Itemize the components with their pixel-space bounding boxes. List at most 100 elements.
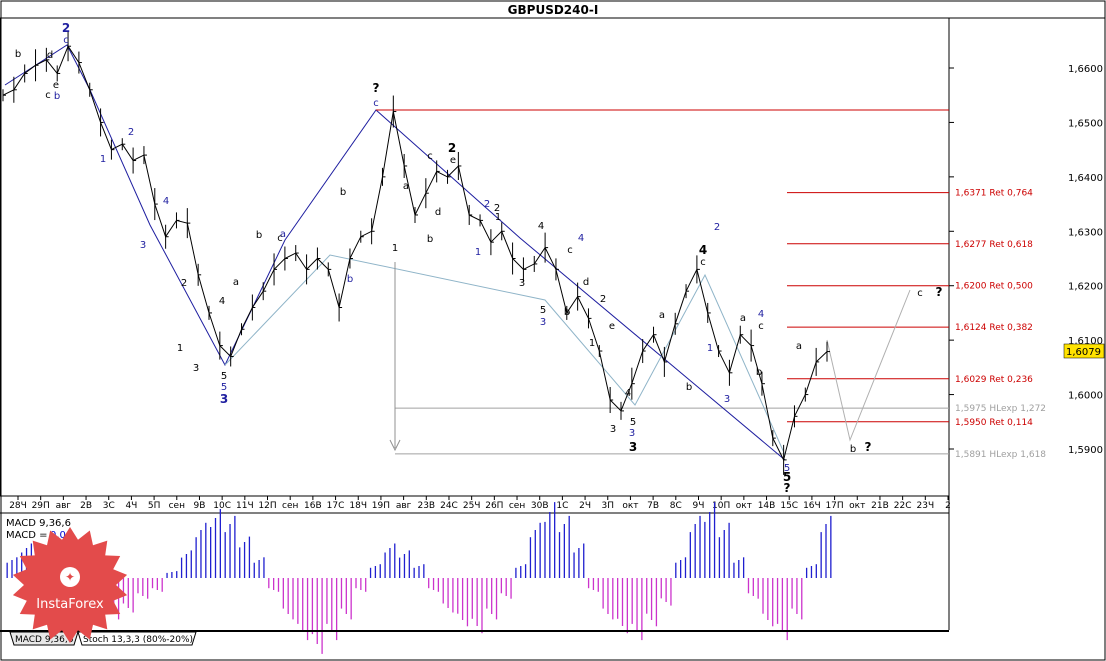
tab-stoch-label: Stoch 13,3,3 (80%-20%) xyxy=(83,635,193,645)
x-tick-label: 7В xyxy=(647,501,659,511)
wave-label: 1 xyxy=(589,338,595,349)
measurement-arrow xyxy=(389,262,401,452)
x-tick-label: 17П xyxy=(825,501,843,511)
wave-label: 3 xyxy=(629,428,635,439)
x-tick-label: сен xyxy=(509,501,525,511)
instaforex-logo: ✦ InstaForex xyxy=(12,527,128,643)
wave-label: 1 xyxy=(100,154,106,165)
x-tick-label: 2Ч xyxy=(579,501,591,511)
x-tick-label: 17С xyxy=(327,501,345,511)
wave-label: c xyxy=(63,35,69,46)
wave-label: 5 xyxy=(221,371,227,382)
macd-label: MACD 9,36,6 xyxy=(6,518,71,529)
current-price-marker xyxy=(1063,343,1105,359)
x-tick-label: авг xyxy=(396,501,412,511)
logo-emblem-glyph: ✦ xyxy=(65,570,75,584)
x-tick-label: 22С xyxy=(894,501,912,511)
x-tick-label: 3С xyxy=(103,501,115,511)
x-tick-label: 21В xyxy=(871,501,889,511)
wave-label: b xyxy=(427,234,433,245)
x-tick-label: 23В xyxy=(417,501,435,511)
wave-label: 2 xyxy=(600,294,606,305)
wave-label: 2 xyxy=(484,199,490,210)
wave-label: b xyxy=(54,91,60,102)
wave-label: e xyxy=(53,80,59,91)
x-tick-label: 16В xyxy=(304,501,322,511)
x-tick-label: 26П xyxy=(485,501,503,511)
y-tick-label: 1,5900 xyxy=(1068,445,1103,456)
tab-bar-border xyxy=(0,630,949,632)
wave-label: c xyxy=(917,288,923,299)
retracement-label: 1,6277 Ret 0,618 xyxy=(955,240,1033,250)
wave-label: b xyxy=(15,49,21,60)
wave-label: c xyxy=(758,321,764,332)
y-tick-label: 1,6600 xyxy=(1068,64,1103,75)
y-axis-ticks: 1,66001,65001,64001,63001,62001,61001,60… xyxy=(949,64,1103,456)
wave-label: a xyxy=(659,310,665,321)
x-tick-label: сен xyxy=(169,501,185,511)
x-tick-label: 19П xyxy=(372,501,390,511)
wave-label: b xyxy=(256,230,262,241)
wave-label: b xyxy=(340,187,346,198)
x-tick-label: окт xyxy=(622,501,638,511)
wave-label: c xyxy=(427,151,433,162)
wave-label: b xyxy=(850,444,856,455)
extension-label: 1,5891 HLexp 1,618 xyxy=(955,450,1046,460)
x-tick-label: 2В xyxy=(80,501,92,511)
wave-label: d xyxy=(435,207,441,218)
wave-label: c xyxy=(700,257,706,268)
wave-label: a xyxy=(280,229,286,240)
x-tick-label: 10П xyxy=(712,501,730,511)
wave-label: a xyxy=(796,341,802,352)
logo-text: InstaForex xyxy=(36,597,104,612)
x-tick-label: сен xyxy=(282,501,298,511)
retracement-label: 1,6029 Ret 0,236 xyxy=(955,375,1033,385)
wave-trendlines-secondary xyxy=(224,254,786,456)
current-price-label: 1,6079 xyxy=(1066,347,1101,358)
wave-label: ? xyxy=(936,285,943,299)
wave-label: 4 xyxy=(699,243,707,257)
wave-label: 2 xyxy=(448,141,456,155)
wave-label: 5 xyxy=(630,417,636,428)
x-tick-label: 24С xyxy=(440,501,458,511)
wave-label: 1 xyxy=(707,343,713,354)
wave-label: 3 xyxy=(220,392,228,406)
tab-macd-label: MACD 9,36,6 xyxy=(15,635,74,645)
x-tick-label: 25Ч xyxy=(463,501,481,511)
x-tick-label: 15С xyxy=(780,501,798,511)
wave-label: b xyxy=(564,307,570,318)
wave-label: 1 xyxy=(495,212,501,223)
tab-stoch[interactable] xyxy=(77,631,197,646)
x-tick-label: 30В xyxy=(531,501,549,511)
wave-label: 2 xyxy=(128,127,134,138)
x-tick-label: авг xyxy=(56,501,72,511)
macd-value: 0,00 xyxy=(50,530,72,541)
wave-label: e xyxy=(450,155,456,166)
wave-label: 3 xyxy=(519,278,525,289)
retracement-label: 1,6371 Ret 0,764 xyxy=(955,189,1033,199)
wave-label: 3 xyxy=(610,424,616,435)
wave-label: a xyxy=(740,313,746,324)
wave-label: c xyxy=(373,98,379,109)
wave-label: b xyxy=(686,382,692,393)
retracement-label: 1,6200 Ret 0,500 xyxy=(955,282,1033,292)
x-tick-label: 9В xyxy=(194,501,206,511)
extension-label: 1,5975 HLexp 1,272 xyxy=(955,404,1046,414)
y-tick-label: 1,6500 xyxy=(1068,118,1103,129)
y-tick-label: 1,6400 xyxy=(1068,173,1103,184)
wave-label: c xyxy=(45,90,51,101)
x-tick-label: 8С xyxy=(670,501,682,511)
wave-label: 4 xyxy=(163,196,169,207)
wave-label: 3 xyxy=(724,394,730,405)
x-tick-label: 2 xyxy=(945,501,951,511)
wave-label: ? xyxy=(865,440,872,454)
wave-label: c xyxy=(277,233,283,244)
wave-label: 5 xyxy=(783,470,791,484)
wave-label: 2 xyxy=(714,222,720,233)
x-tick-label: 12П xyxy=(258,501,276,511)
x-axis-ticks: 28Ч 29П авг 2В 3С 4Ч 5П сен 9В 10С 11Ч 12П сен 16В 17С… xyxy=(9,496,951,511)
x-tick-label: 18Ч xyxy=(349,501,367,511)
